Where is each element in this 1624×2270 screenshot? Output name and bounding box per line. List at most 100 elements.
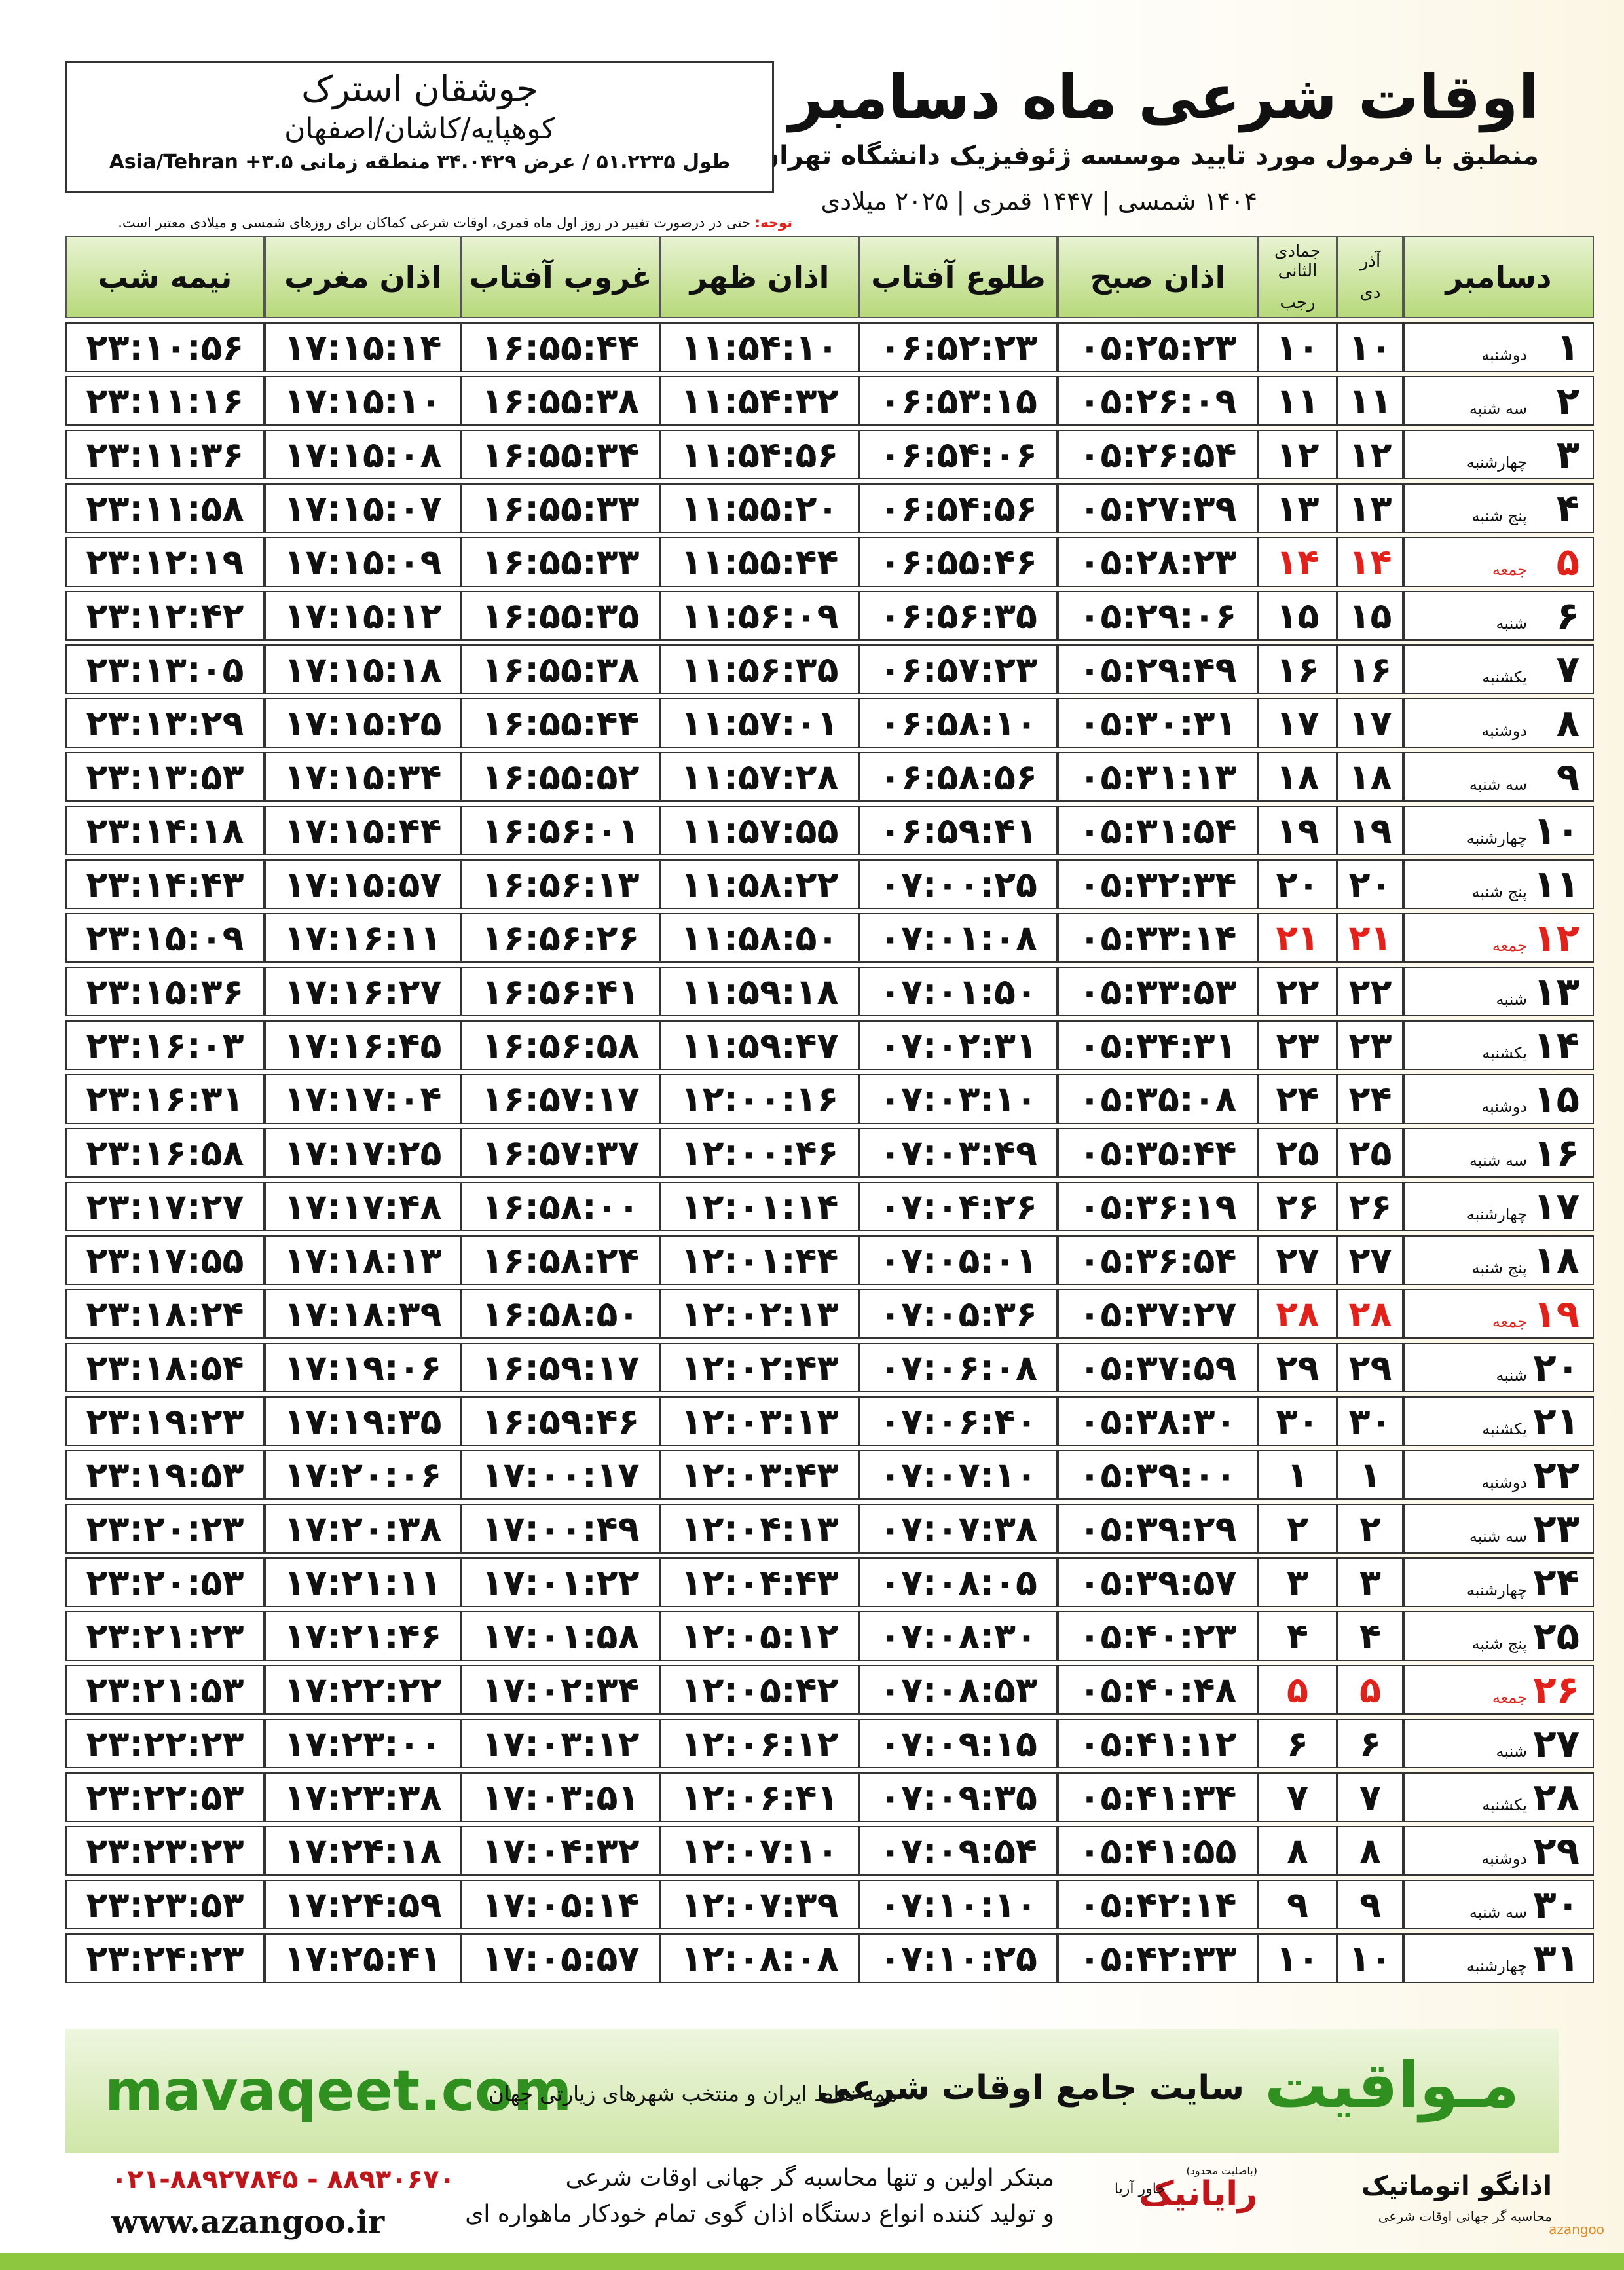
weekday: سه شنبه bbox=[1469, 1151, 1527, 1170]
date-cell: ۱۱ bbox=[1258, 376, 1337, 426]
weekday: دوشنبه bbox=[1481, 346, 1527, 364]
header-row: دسامبر آذر دی جمادی الثانی رجب اذان صبح طلوع آ… bbox=[65, 236, 1594, 318]
day-number: ۶ bbox=[1556, 593, 1579, 638]
time-cell: ۱۷:۱۶:۱۱ bbox=[265, 913, 461, 963]
time-cell: ۲۳:۱۴:۱۸ bbox=[65, 806, 265, 855]
note-text: حتی در درصورت تغییر در روز اول ماه قمری،… bbox=[118, 215, 750, 231]
row: ۱۹جمعه ۲۸ ۲۸ ۰۵:۳۷:۲۷ ۰۷:۰۵:۳۶ ۱۲:۰۲:۱۳ ۱۶:۵۸:… bbox=[65, 1289, 1594, 1339]
row: ۹سه شنبه ۱۸ ۱۸ ۰۵:۳۱:۱۳ ۰۶:۵۸:۵۶ ۱۱:۵۷:۲۸ ۱۶:۵… bbox=[65, 752, 1594, 802]
weekday: یکشنبه bbox=[1482, 1796, 1527, 1814]
time-cell: ۲۳:۱۷:۵۵ bbox=[65, 1235, 265, 1285]
time-cell: ۲۳:۱۸:۵۴ bbox=[65, 1343, 265, 1392]
time-cell: ۲۳:۱۶:۵۸ bbox=[65, 1128, 265, 1178]
time-cell: ۰۵:۳۲:۳۴ bbox=[1058, 859, 1258, 909]
time-cell: ۱۲:۰۲:۱۳ bbox=[660, 1289, 859, 1339]
day-number: ۱۱ bbox=[1533, 862, 1579, 906]
day-number: ۱۳ bbox=[1533, 969, 1579, 1014]
weekday: یکشنبه bbox=[1482, 1044, 1527, 1062]
time-cell: ۱۶:۵۵:۴۴ bbox=[461, 322, 660, 372]
day-number: ۲۵ bbox=[1533, 1614, 1579, 1658]
prayer-table: دسامبر آذر دی جمادی الثانی رجب اذان صبح طلوع آ… bbox=[65, 232, 1594, 1987]
date-cell: ۲ bbox=[1337, 1504, 1403, 1554]
time-cell: ۱۶:۵۶:۵۸ bbox=[461, 1020, 660, 1070]
column-header: اذان مغرب bbox=[265, 236, 461, 318]
time-cell: ۱۷:۲۰:۳۸ bbox=[265, 1504, 461, 1554]
time-cell: ۰۵:۳۵:۰۸ bbox=[1058, 1074, 1258, 1124]
time-cell: ۱۶:۵۵:۳۳ bbox=[461, 537, 660, 587]
row: ۳چهارشنبه ۱۲ ۱۲ ۰۵:۲۶:۵۴ ۰۶:۵۴:۰۶ ۱۱:۵۴:۵۶ ۱۶:… bbox=[65, 430, 1594, 479]
weekday: پنج شنبه bbox=[1471, 507, 1527, 525]
time-cell: ۲۳:۱۸:۲۴ bbox=[65, 1289, 265, 1339]
time-cell: ۱۶:۵۵:۳۴ bbox=[461, 430, 660, 479]
date-cell: ۱۳ bbox=[1337, 483, 1403, 533]
date-cell: ۱۲ bbox=[1337, 430, 1403, 479]
weekday: پنج شنبه bbox=[1471, 1259, 1527, 1277]
date-cell: ۲۳ bbox=[1337, 1020, 1403, 1070]
column-header: نیمه شب bbox=[65, 236, 265, 318]
time-cell: ۱۶:۵۸:۲۴ bbox=[461, 1235, 660, 1285]
time-cell: ۱۷:۱۹:۳۵ bbox=[265, 1396, 461, 1446]
time-cell: ۱۲:۰۶:۱۲ bbox=[660, 1719, 859, 1768]
time-cell: ۲۳:۱۳:۰۵ bbox=[65, 644, 265, 694]
date-cell: ۳ bbox=[1258, 1557, 1337, 1607]
time-cell: ۲۳:۱۱:۵۸ bbox=[65, 483, 265, 533]
time-cell: ۰۶:۵۸:۵۶ bbox=[859, 752, 1058, 802]
day-cell: ۲۵ پنج شنبه bbox=[1403, 1611, 1594, 1661]
time-cell: ۰۵:۳۶:۵۴ bbox=[1058, 1235, 1258, 1285]
time-cell: ۱۷:۲۵:۴۱ bbox=[265, 1933, 461, 1983]
time-cell: ۱۶:۵۸:۵۰ bbox=[461, 1289, 660, 1339]
column-header: جمادی الثانی رجب bbox=[1258, 236, 1337, 318]
time-cell: ۰۵:۳۶:۱۹ bbox=[1058, 1182, 1258, 1231]
time-cell: ۱۷:۲۰:۰۶ bbox=[265, 1450, 461, 1500]
time-cell: ۰۷:۰۲:۳۱ bbox=[859, 1020, 1058, 1070]
time-cell: ۱۶:۵۶:۱۳ bbox=[461, 859, 660, 909]
row: ۲۳سه شنبه ۲ ۲ ۰۵:۳۹:۲۹ ۰۷:۰۷:۳۸ ۱۲:۰۴:۱۳ ۱۷:۰۰… bbox=[65, 1504, 1594, 1554]
time-cell: ۱۷:۱۵:۱۸ bbox=[265, 644, 461, 694]
subtitle: منطبق با فرمول مورد تایید موسسه ژئوفیزیک… bbox=[756, 141, 1539, 171]
note-label: توجه: bbox=[754, 215, 792, 231]
time-cell: ۱۲:۰۷:۱۰ bbox=[660, 1826, 859, 1876]
day-number: ۲ bbox=[1556, 379, 1579, 423]
date-cell: ۲۱ bbox=[1258, 913, 1337, 963]
time-cell: ۰۵:۳۳:۱۴ bbox=[1058, 913, 1258, 963]
time-cell: ۱۶:۵۶:۰۱ bbox=[461, 806, 660, 855]
time-cell: ۱۷:۱۵:۰۷ bbox=[265, 483, 461, 533]
time-cell: ۱۲:۰۵:۴۲ bbox=[660, 1665, 859, 1715]
day-cell: ۱۴ یکشنبه bbox=[1403, 1020, 1594, 1070]
time-cell: ۱۱:۵۹:۴۷ bbox=[660, 1020, 859, 1070]
time-cell: ۲۳:۲۴:۲۳ bbox=[65, 1933, 265, 1983]
time-cell: ۱۲:۰۰:۴۶ bbox=[660, 1128, 859, 1178]
time-cell: ۱۷:۰۵:۱۴ bbox=[461, 1880, 660, 1929]
day-number: ۱۴ bbox=[1533, 1023, 1579, 1068]
partner-sub: خاور آریا bbox=[1114, 2181, 1166, 2197]
date-cell: ۴ bbox=[1337, 1611, 1403, 1661]
time-cell: ۱۱:۵۹:۱۸ bbox=[660, 967, 859, 1016]
weekday: پنج شنبه bbox=[1471, 883, 1527, 901]
date-cell: ۲۴ bbox=[1258, 1074, 1337, 1124]
time-cell: ۰۵:۳۰:۳۱ bbox=[1058, 698, 1258, 748]
row: ۳۱چهارشنبه ۱۰ ۱۰ ۰۵:۴۲:۳۳ ۰۷:۱۰:۲۵ ۱۲:۰۸:۰۸ ۱۷… bbox=[65, 1933, 1594, 1983]
column-header: اذان ظهر bbox=[660, 236, 859, 318]
date-cell: ۲۷ bbox=[1337, 1235, 1403, 1285]
day-cell: ۲۰ شنبه bbox=[1403, 1343, 1594, 1392]
day-number: ۲۹ bbox=[1533, 1829, 1579, 1873]
time-cell: ۱۷:۱۹:۰۶ bbox=[265, 1343, 461, 1392]
location-name: جوشقان استرک bbox=[301, 68, 538, 109]
time-cell: ۱۱:۵۸:۲۲ bbox=[660, 859, 859, 909]
time-cell: ۰۷:۰۹:۵۴ bbox=[859, 1826, 1058, 1876]
row: ۲۹دوشنبه ۸ ۸ ۰۵:۴۱:۵۵ ۰۷:۰۹:۵۴ ۱۲:۰۷:۱۰ ۱۷:۰۴:… bbox=[65, 1826, 1594, 1876]
day-number: ۱۷ bbox=[1533, 1184, 1579, 1229]
time-cell: ۰۵:۴۲:۱۴ bbox=[1058, 1880, 1258, 1929]
time-cell: ۱۷:۱۸:۳۹ bbox=[265, 1289, 461, 1339]
day-number: ۳ bbox=[1556, 432, 1579, 477]
time-cell: ۱۲:۰۳:۴۳ bbox=[660, 1450, 859, 1500]
time-cell: ۰۵:۳۱:۱۳ bbox=[1058, 752, 1258, 802]
day-number: ۱۹ bbox=[1533, 1292, 1579, 1336]
date-cell: ۱۲ bbox=[1258, 430, 1337, 479]
time-cell: ۱۷:۰۳:۵۱ bbox=[461, 1772, 660, 1822]
date-cell: ۹ bbox=[1258, 1880, 1337, 1929]
day-cell: ۱۲ جمعه bbox=[1403, 913, 1594, 963]
scope: همه نقاط ایران و منتخب شهرهای زیارتی جها… bbox=[489, 2081, 897, 2106]
column-header: طلوع آفتاب bbox=[859, 236, 1058, 318]
time-cell: ۰۷:۰۸:۰۵ bbox=[859, 1557, 1058, 1607]
